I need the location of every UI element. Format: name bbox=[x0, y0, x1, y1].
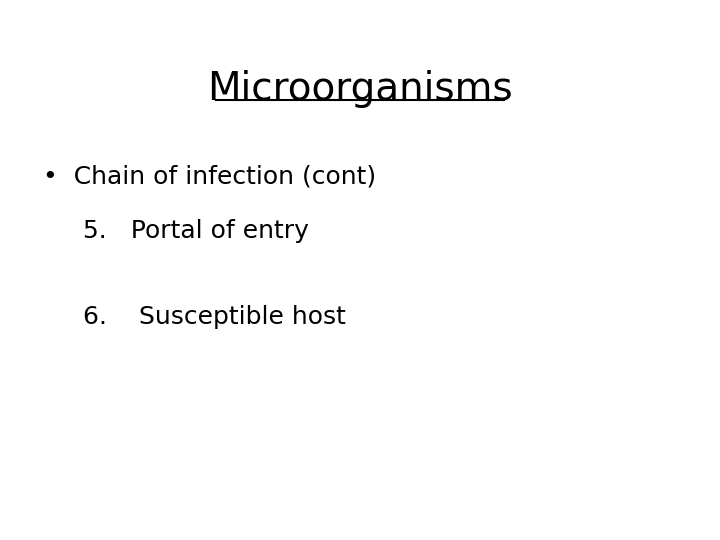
Text: •  Chain of infection (cont): • Chain of infection (cont) bbox=[43, 165, 377, 188]
Text: 6.    Susceptible host: 6. Susceptible host bbox=[83, 305, 346, 329]
Text: 5.   Portal of entry: 5. Portal of entry bbox=[83, 219, 309, 242]
Text: Microorganisms: Microorganisms bbox=[207, 70, 513, 108]
